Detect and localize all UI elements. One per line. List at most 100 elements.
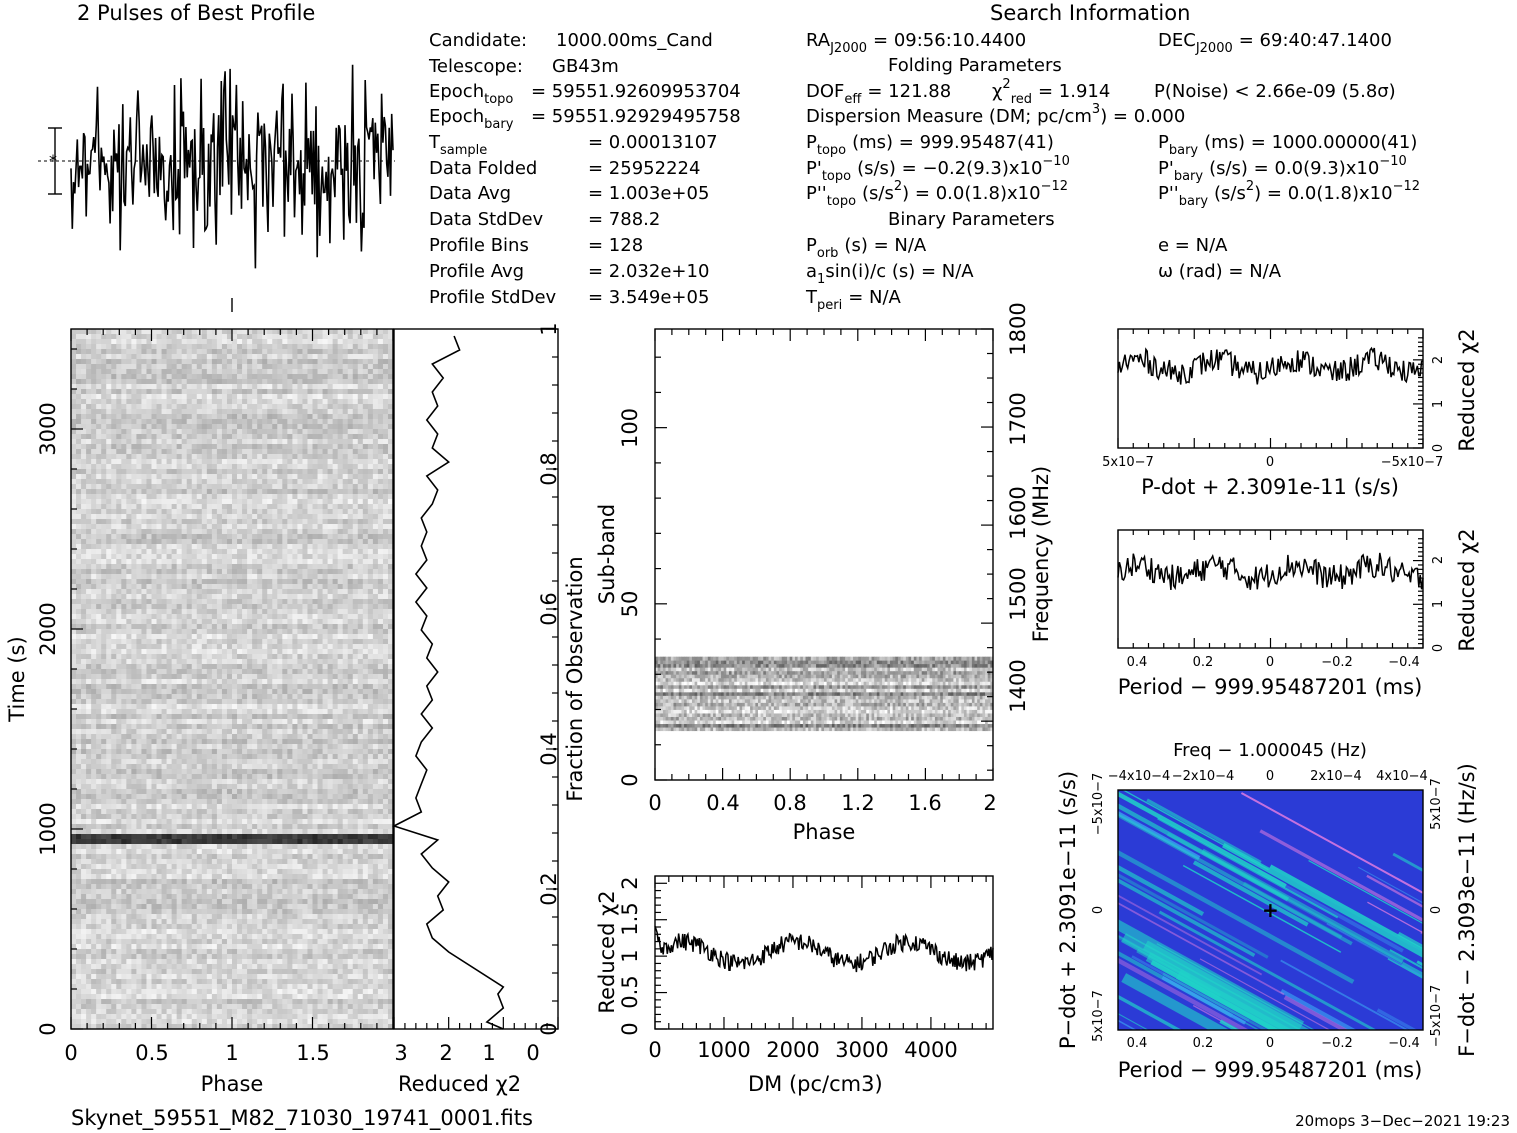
- tp-cell: [302, 554, 308, 560]
- tp-cell: [367, 409, 374, 415]
- tp-cell: [232, 654, 238, 660]
- tp-cell: [387, 339, 394, 345]
- tp-cell: [186, 559, 193, 565]
- tp-cell: [116, 539, 122, 545]
- tp-cell: [121, 614, 127, 620]
- tp-cell: [106, 459, 112, 465]
- tp-cell: [362, 634, 369, 640]
- tp-cell: [96, 379, 102, 385]
- info-tsample-label: T: [428, 132, 441, 153]
- tp-cell: [166, 419, 173, 425]
- tp-cell: [282, 644, 288, 650]
- tp-cell: [191, 369, 198, 375]
- tp-cell: [272, 619, 278, 625]
- tp-cell: [181, 544, 188, 550]
- tp-cell: [156, 484, 162, 490]
- tp-cell: [96, 519, 102, 525]
- tp-cell: [176, 669, 183, 675]
- tp-cell: [292, 584, 298, 590]
- tp-cell: [287, 439, 293, 445]
- tp-cell: [252, 589, 258, 595]
- tp-cell: [272, 564, 278, 570]
- tp-cell: [91, 339, 97, 345]
- tp-cell: [101, 619, 107, 625]
- tp-cell: [176, 604, 183, 610]
- tp-cell: [272, 449, 278, 455]
- tp-cell: [332, 509, 339, 515]
- tp-cell: [141, 379, 147, 385]
- tp-cell: [367, 609, 374, 615]
- tp-cell: [247, 449, 253, 455]
- tp-cell: [161, 439, 167, 445]
- tp-cell: [292, 474, 298, 480]
- tp-cell: [71, 329, 77, 335]
- tp-cell: [372, 524, 379, 530]
- tp-cell: [171, 554, 178, 560]
- tp-cell: [357, 409, 364, 415]
- tp-cell: [136, 394, 142, 400]
- tp-cell: [362, 444, 369, 450]
- tp-cell: [121, 464, 127, 470]
- dm-sup: 3: [1092, 102, 1100, 117]
- tp-cell: [161, 589, 167, 595]
- tp-cell: [287, 414, 293, 420]
- tp-cell: [146, 624, 152, 630]
- tp-cell: [201, 684, 208, 690]
- tp-cell: [191, 619, 198, 625]
- tp-cell: [81, 379, 87, 385]
- tp-cell: [247, 689, 253, 695]
- tp-cell: [121, 424, 127, 430]
- time-phase-panel: 0 0.5 1 1.5 Phase 0 1000 2000 3000 Time …: [5, 328, 394, 1096]
- tp-cell: [347, 369, 354, 375]
- tp-cell: [337, 689, 344, 695]
- tp-cell: [191, 609, 198, 615]
- tp-cell: [146, 564, 152, 570]
- tp-cell: [342, 364, 349, 370]
- tp-cell: [247, 474, 253, 480]
- info-data-avg-value: = 1.003e+05: [588, 183, 709, 204]
- tp-cell: [252, 449, 258, 455]
- tp-cell: [242, 639, 248, 645]
- tp-cell: [282, 479, 288, 485]
- tp-cell: [367, 474, 374, 480]
- tp-cell: [121, 334, 127, 340]
- tp-cell: [191, 669, 198, 675]
- tp-cell: [327, 359, 334, 365]
- tp-cell: [196, 414, 203, 420]
- tp-cell: [247, 484, 253, 490]
- tp-cell: [327, 424, 334, 430]
- tp-cell: [76, 559, 82, 565]
- tp-cell: [161, 349, 167, 355]
- tp-cell: [387, 534, 394, 540]
- tp-cell: [201, 544, 208, 550]
- tp-cell: [382, 419, 389, 425]
- tp-cell: [237, 649, 243, 655]
- tp-cell: [277, 389, 283, 395]
- tp-cell: [277, 429, 283, 435]
- tp-cell: [206, 479, 213, 485]
- tp-cell: [372, 594, 379, 600]
- tp-cell: [136, 444, 142, 450]
- tp-cell: [111, 684, 117, 690]
- tp-cell: [76, 354, 82, 360]
- tp-cell: [257, 424, 263, 430]
- tp-cell: [161, 329, 167, 335]
- tp-cell: [141, 494, 147, 500]
- tp-cell: [221, 484, 228, 490]
- tp-cell: [382, 494, 389, 500]
- tp-cell: [357, 644, 364, 650]
- tp-cell: [347, 424, 354, 430]
- tp-cell: [297, 429, 303, 435]
- tp-cell: [292, 574, 298, 580]
- tp-cell: [317, 619, 323, 625]
- tp-cell: [387, 399, 394, 405]
- tp-cell: [262, 389, 268, 395]
- tp-cell: [206, 604, 213, 610]
- tp-cell: [181, 349, 188, 355]
- tp-cell: [91, 359, 97, 365]
- tp-cell: [307, 529, 313, 535]
- tp-cell: [156, 599, 162, 605]
- tp-cell: [247, 414, 253, 420]
- tp-cell: [226, 499, 233, 505]
- tp-cell: [141, 449, 147, 455]
